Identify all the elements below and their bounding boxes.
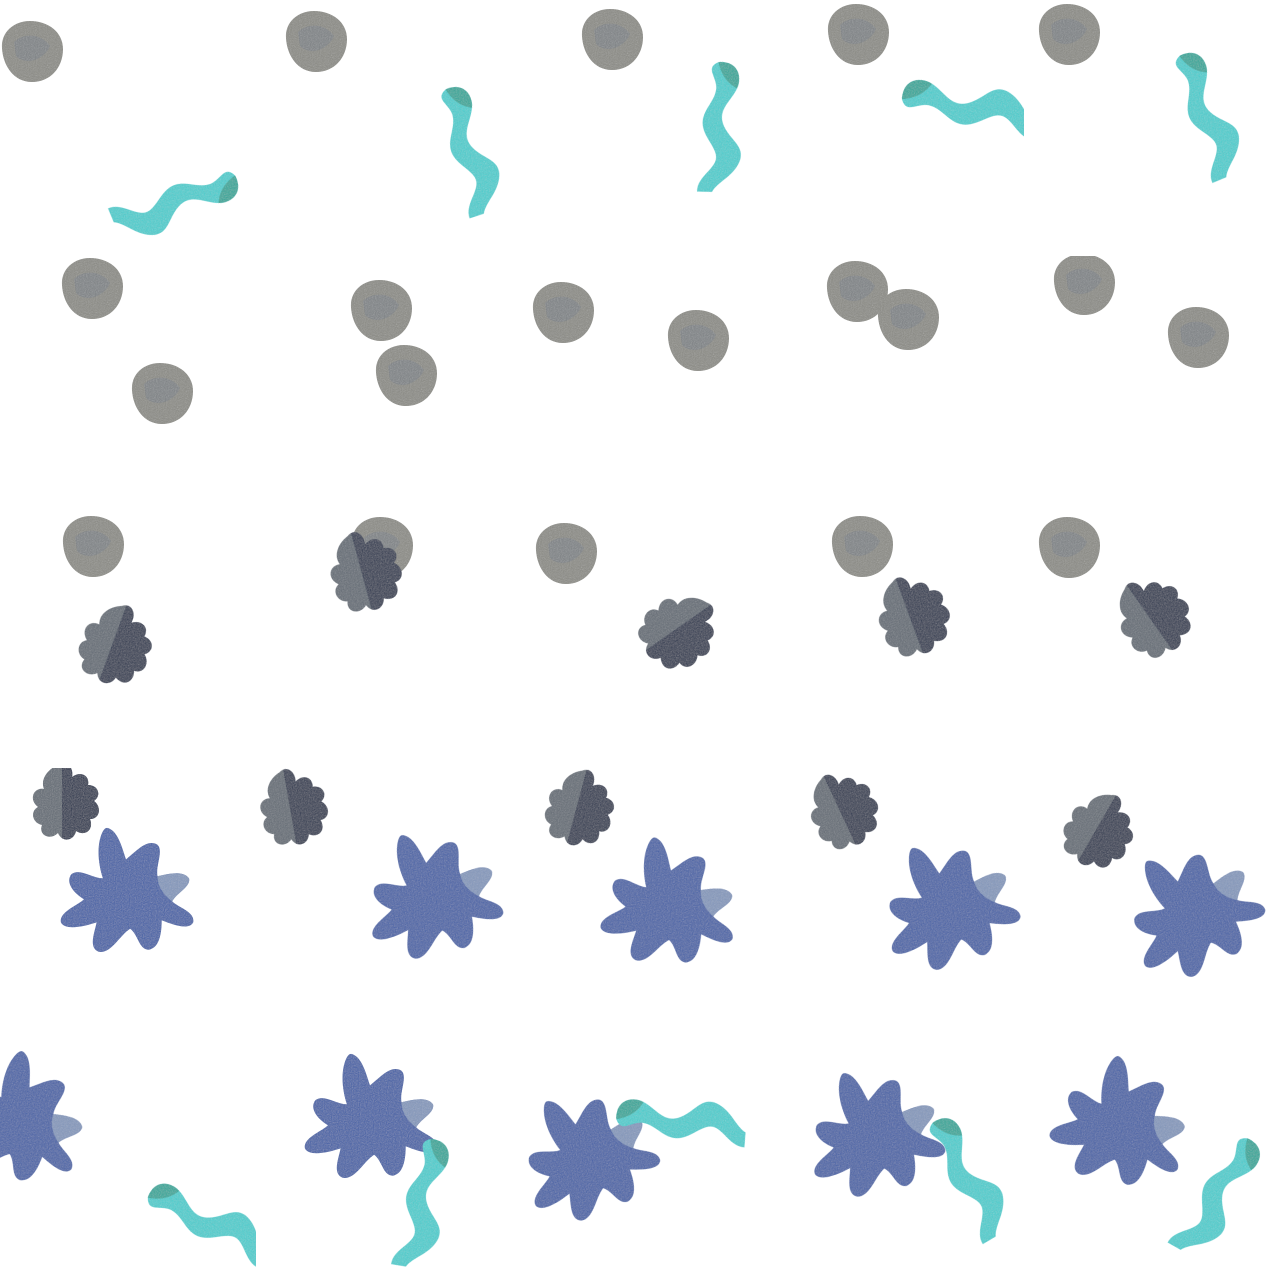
gray-pebble-shape [533, 282, 594, 343]
blue-blob-shape [305, 1054, 438, 1178]
cyan-ribbon-shape [106, 170, 245, 243]
frame-canvas [256, 768, 512, 1024]
cyan-ribbon-shape [440, 82, 505, 219]
slate-star-shape [1096, 540, 1233, 680]
frame-canvas [1024, 512, 1280, 768]
cyan-ribbon-shape [899, 58, 1024, 151]
frame-cell-r5-c2 [256, 1024, 512, 1280]
frame-cell-r1-c1 [0, 0, 256, 256]
frame-cell-r3-c5 [1024, 512, 1280, 768]
frame-cell-r3-c3 [512, 512, 768, 768]
frame-canvas [0, 256, 256, 512]
frame-cell-r2-c3 [512, 256, 768, 512]
frame-cell-r4-c5 [1024, 768, 1280, 1024]
frame-canvas [0, 0, 256, 256]
gray-pebble-shape [878, 289, 939, 350]
frame-cell-r5-c3 [512, 1024, 768, 1280]
cyan-ribbon-shape [614, 1079, 754, 1158]
frame-cell-r2-c5 [1024, 256, 1280, 512]
blue-blob-shape [598, 833, 741, 968]
gray-pebble-shape [1039, 517, 1100, 578]
frame-cell-r4-c3 [512, 768, 768, 1024]
frame-cell-r3-c2 [256, 512, 512, 768]
slate-star-shape [793, 768, 916, 870]
frame-canvas [256, 512, 512, 768]
frame-cell-r1-c3 [512, 0, 768, 256]
frame-canvas [1024, 0, 1280, 256]
frame-canvas [512, 512, 768, 768]
frame-canvas [512, 768, 768, 1024]
frame-canvas [1024, 768, 1280, 1024]
frame-canvas [256, 256, 512, 512]
gray-pebble-shape [1054, 256, 1115, 315]
frame-canvas [256, 0, 512, 256]
frame-cell-r1-c5 [1024, 0, 1280, 256]
frame-canvas [512, 256, 768, 512]
frame-cell-r3-c4 [768, 512, 1024, 768]
slate-star-shape [535, 768, 647, 872]
blue-blob-shape [1042, 1044, 1202, 1198]
frame-canvas [768, 0, 1024, 256]
cyan-ribbon-shape [144, 1163, 256, 1277]
blue-blob-shape [0, 1036, 104, 1198]
frame-cell-r1-c4 [768, 0, 1024, 256]
frame-canvas [768, 256, 1024, 512]
gray-pebble-shape [63, 516, 124, 577]
gray-pebble-shape [832, 516, 893, 577]
gray-pebble-shape [2, 21, 63, 82]
gray-pebble-shape [351, 280, 412, 341]
frame-cell-r2-c4 [768, 256, 1024, 512]
frame-canvas [768, 512, 1024, 768]
cyan-ribbon-shape [927, 1108, 1016, 1248]
blue-blob-shape [1105, 825, 1278, 993]
gray-pebble-shape [582, 9, 643, 70]
frame-cell-r5-c5 [1024, 1024, 1280, 1280]
gray-pebble-shape [62, 258, 123, 319]
frame-cell-r2-c1 [0, 256, 256, 512]
blue-blob-shape [512, 1072, 670, 1234]
cyan-ribbon-shape [686, 60, 759, 199]
gray-pebble-shape [1039, 4, 1100, 65]
frame-canvas [0, 512, 256, 768]
frame-canvas [768, 768, 1024, 1024]
gray-pebble-shape [668, 310, 729, 371]
frame-canvas [1024, 256, 1280, 512]
frame-canvas [0, 1024, 256, 1280]
blue-blob-shape [356, 820, 508, 965]
frame-canvas [256, 1024, 512, 1280]
slate-star-shape [256, 768, 358, 863]
frame-canvas [768, 1024, 1024, 1280]
blue-blob-shape [61, 828, 194, 952]
cyan-ribbon-shape [1174, 46, 1247, 185]
gray-pebble-shape [132, 363, 193, 424]
frame-cell-r4-c4 [768, 768, 1024, 1024]
gray-pebble-shape [828, 4, 889, 65]
frame-cell-r2-c2 [256, 256, 512, 512]
frame-canvas [512, 1024, 768, 1280]
frame-cell-r1-c2 [256, 0, 512, 256]
slate-star-shape [65, 585, 189, 716]
cyan-ribbon-shape [1159, 1134, 1280, 1265]
gray-pebble-shape [286, 11, 347, 72]
frame-cell-r4-c1 [0, 768, 256, 1024]
frame-canvas [0, 768, 256, 1024]
frame-cell-r3-c1 [0, 512, 256, 768]
frame-canvas [512, 0, 768, 256]
gray-pebble-shape [376, 345, 437, 406]
frame-cell-r5-c4 [768, 1024, 1024, 1280]
frame-cell-r5-c1 [0, 1024, 256, 1280]
blue-blob-shape [798, 1058, 950, 1203]
frame-cell-r4-c2 [256, 768, 512, 1024]
gray-pebble-shape [536, 523, 597, 584]
frame-canvas [1024, 1024, 1280, 1280]
gray-pebble-shape [1168, 307, 1229, 368]
slate-star-shape [616, 574, 756, 711]
blue-blob-shape [868, 826, 1024, 980]
